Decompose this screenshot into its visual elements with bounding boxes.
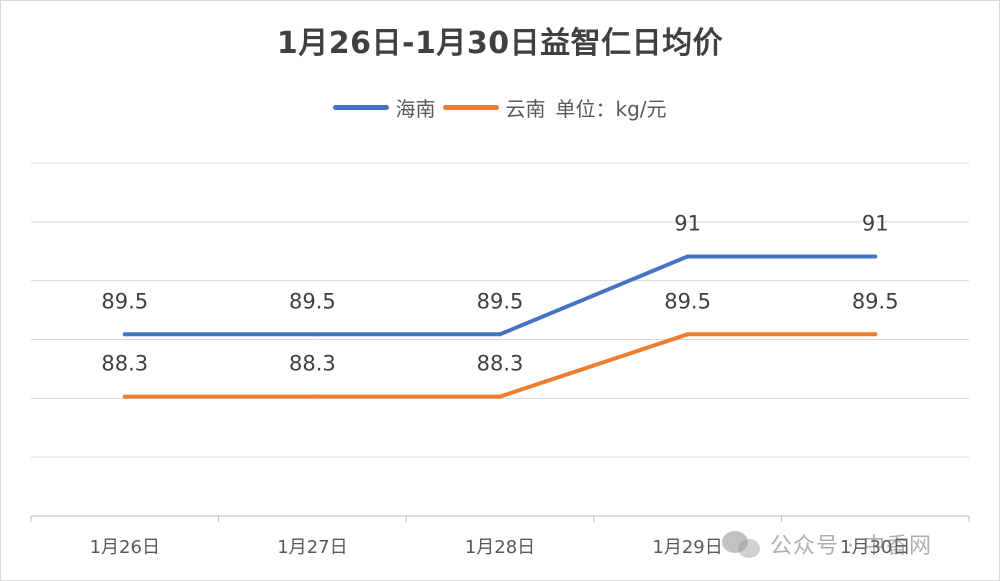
data-point [122,394,127,399]
data-label: 89.5 [664,289,711,313]
data-label: 89.5 [289,289,336,313]
legend-label-hainan: 海南 [395,96,436,121]
x-tick-label: 1月28日 [465,537,535,558]
x-tick-label: 1月30日 [840,537,910,558]
data-point [685,332,690,337]
data-label: 91 [862,211,889,235]
wechat-icon [722,527,762,561]
data-point [873,254,878,259]
data-point [498,394,502,399]
legend-item-yunnan: 云南 单位：kg/元 [443,93,667,122]
legend-item-hainan: 海南 [333,93,435,122]
data-point [310,332,315,337]
unit-label: 单位：kg/元 [555,96,667,121]
data-label: 88.3 [477,352,524,376]
data-point [498,332,502,337]
legend-swatch-yunnan [443,104,500,110]
data-label: 88.3 [101,352,148,376]
data-point [122,332,127,337]
legend-swatch-hainan [333,104,390,110]
watermark: 公众号 · 中香网 [722,524,932,564]
x-tick-label: 1月26日 [90,537,160,558]
data-label: 88.3 [289,352,336,376]
data-point [310,394,315,399]
data-label: 89.5 [852,289,899,313]
data-label: 89.5 [477,289,524,313]
data-point [873,332,878,337]
chart-legend: 海南 云南 单位：kg/元 [0,92,1000,122]
watermark-text: 公众号 · 中香网 [770,534,932,559]
data-label: 89.5 [101,289,148,313]
legend-label-yunnan: 云南 [505,96,546,121]
data-point [685,254,690,259]
x-tick-label: 1月29日 [652,537,722,558]
x-tick-label: 1月27日 [277,537,347,558]
chart-title: 1月26日-1月30日益智仁日均价 [276,26,724,61]
data-label: 91 [674,211,701,235]
